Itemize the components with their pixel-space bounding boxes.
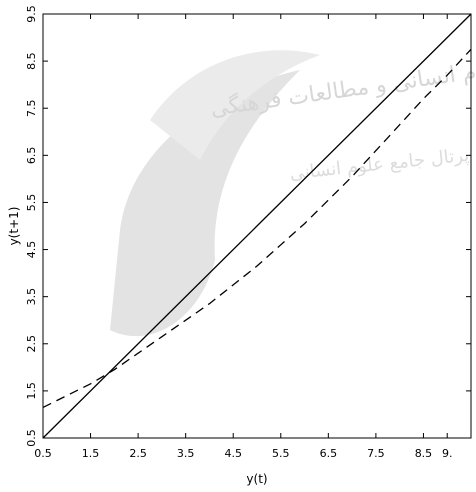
y-tick-label: 2.5	[25, 335, 38, 353]
x-tick-label: 4.5	[224, 447, 242, 460]
x-tick-label: 2.5	[129, 447, 147, 460]
y-ticks: 0.5 1.5 2.5 3.5 4.5 5.5 6.5 7.5 8.5 9.5	[25, 5, 471, 447]
y-tick-label: 9.5	[25, 5, 38, 23]
x-tick-label: 3.5	[177, 447, 195, 460]
y-tick-label: 0.5	[25, 429, 38, 447]
x-axis-label: y(t)	[246, 472, 267, 486]
watermark: علوم انسانی و مطالعات فرهنگی پرتال جامع …	[110, 50, 476, 337]
watermark-logo-mark	[110, 70, 300, 337]
watermark-logo-mark-2	[150, 50, 320, 160]
x-tick-label: 5.5	[272, 447, 290, 460]
series-group	[42, 13, 472, 439]
x-tick-label: 1.5	[82, 447, 100, 460]
series-line-solid	[42, 13, 472, 439]
y-tick-label: 3.5	[25, 288, 38, 306]
y-tick-label: 7.5	[25, 99, 38, 117]
y-axis-label: y(t+1)	[7, 207, 21, 246]
y-tick-label: 5.5	[25, 194, 38, 212]
y-tick-label: 4.5	[25, 241, 38, 258]
y-tick-label: 8.5	[25, 52, 38, 70]
series-line-dashed	[42, 48, 472, 408]
x-ticks: 0.5 1.5 2.5 3.5 4.5 5.5 6.5 7.5 8.5 9.	[34, 14, 452, 460]
watermark-line-2: پرتال جامع علوم انسانی	[289, 145, 470, 185]
y-tick-label: 1.5	[25, 382, 38, 400]
plot-frame	[42, 13, 472, 439]
x-tick-label: 9.	[442, 447, 453, 460]
y-tick-label: 6.5	[25, 147, 38, 165]
x-tick-label: 7.5	[367, 447, 385, 460]
x-tick-label: 6.5	[320, 447, 338, 460]
x-tick-label: 8.5	[415, 447, 433, 460]
x-tick-label: 0.5	[34, 447, 52, 460]
